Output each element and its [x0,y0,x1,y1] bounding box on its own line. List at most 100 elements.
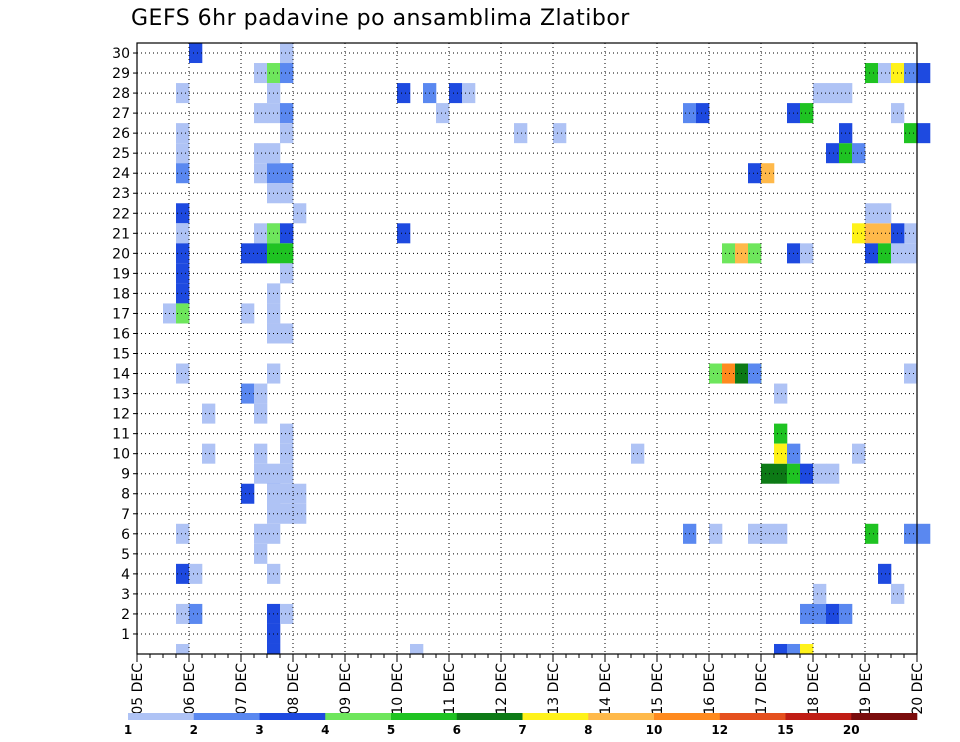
heatmap-cell [410,643,424,654]
heatmap-cell [176,363,190,384]
y-tick-label: 10 [112,447,130,463]
heatmap-cell [241,383,255,404]
heatmap-cell [904,363,918,384]
heatmap-cell [878,243,892,264]
legend-swatch [456,713,523,720]
heatmap-cell [813,463,827,484]
heatmap-cell [280,603,294,624]
legend-label: 20 [843,723,860,737]
y-tick-label: 23 [112,186,130,202]
heatmap-cell [553,123,567,144]
y-tick-label: 28 [112,86,130,102]
heatmap-cell [852,223,866,244]
heatmap-cell [176,243,190,264]
heatmap-cell [748,523,762,544]
y-tick-label: 22 [112,206,130,222]
heatmap-cell [280,123,294,144]
y-tick-label: 5 [121,547,130,563]
legend-label: 4 [321,723,329,737]
legend-label: 10 [646,723,663,737]
heatmap-cell [189,43,203,64]
heatmap-cell [280,443,294,464]
y-tick-label: 13 [112,387,130,403]
y-tick-label: 12 [112,407,130,423]
legend-label: 12 [711,723,728,737]
heatmap-cell [748,163,762,184]
heatmap-cell [852,443,866,464]
x-tick-label: 10 DEC [390,663,406,715]
heatmap-cell [813,603,827,624]
heatmap-cell [514,123,528,144]
heatmap-cell [254,243,268,264]
heatmap-cell [280,463,294,484]
heatmap-cell [397,83,411,104]
legend-label: 2 [190,723,198,737]
heatmap-cell [241,243,255,264]
heatmap-cell [280,163,294,184]
legend-swatch [588,713,655,720]
x-tick-label: 18 DEC [806,663,822,715]
heatmap-cell [280,323,294,344]
cells-layer [163,43,931,654]
y-tick-label: 21 [112,226,130,242]
heatmap-cell [176,123,190,144]
heatmap-cell [761,523,775,544]
heatmap-cell [904,243,918,264]
heatmap-cell [280,183,294,204]
x-tick-label: 07 DEC [234,663,250,715]
heatmap-cell [878,63,892,84]
legend-label: 7 [518,723,526,737]
heatmap-cell [904,63,918,84]
heatmap-cell [904,223,918,244]
heatmap-cell [293,483,307,504]
heatmap-cell [462,83,476,104]
heatmap-cell [917,63,931,84]
heatmap-cell [176,523,190,544]
heatmap-cell [254,523,268,544]
x-tick-label: 09 DEC [338,663,354,715]
heatmap-cell [254,543,268,564]
x-tick-label: 13 DEC [546,663,562,715]
heatmap-cell [280,263,294,284]
heatmap-cell [696,103,710,124]
heatmap-cell [904,523,918,544]
x-tick-label: 19 DEC [858,663,874,715]
heatmap-cell [280,503,294,524]
y-tick-label: 19 [112,266,130,282]
y-tick-label: 30 [112,46,130,62]
legend-swatch [785,713,852,720]
x-tick-label: 16 DEC [702,663,718,715]
heatmap-cell [878,203,892,224]
heatmap-cell [254,143,268,164]
y-tick-label: 14 [112,367,130,383]
heatmap-cell [761,163,775,184]
y-tick-label: 9 [121,467,130,483]
chart-title: GEFS 6hr padavine po ansamblima Zlatibor [131,6,630,31]
heatmap-cell [800,463,814,484]
heatmap-cell [189,563,203,584]
y-tick-label: 3 [121,587,130,603]
heatmap-cell [254,443,268,464]
heatmap-cell [800,243,814,264]
x-tick-label: 06 DEC [182,663,198,715]
heatmap-cell [826,83,840,104]
heatmap-cell [917,523,931,544]
heatmap-cell [254,383,268,404]
heatmap-cell [774,443,788,464]
heatmap-cell [202,443,216,464]
heatmap-cell [280,103,294,124]
heatmap-cell [722,243,736,264]
heatmap-cell [436,103,450,124]
legend-swatch [654,713,721,720]
heatmap-cell [878,223,892,244]
y-tick-label: 16 [112,326,130,342]
heatmap-cell [722,363,736,384]
y-tick-label: 24 [112,166,130,182]
heatmap-cell [241,483,255,504]
y-tick-label: 7 [121,507,130,523]
heatmap-cell [254,403,268,424]
heatmap-cell [293,203,307,224]
heatmap-cell [852,143,866,164]
legend-label: 6 [453,723,461,737]
heatmap-cell [826,603,840,624]
